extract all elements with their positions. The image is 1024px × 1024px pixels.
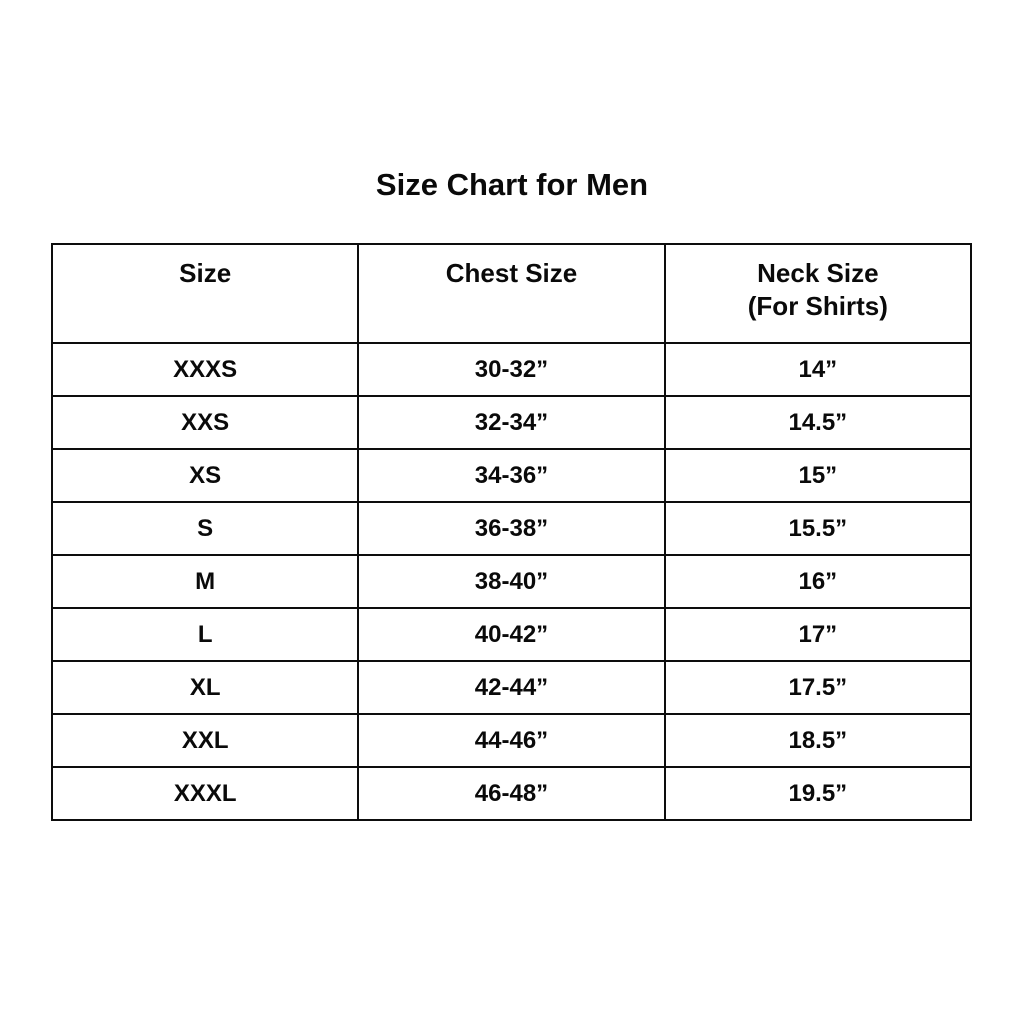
chest-size-cell: 34-36” — [357, 448, 666, 503]
column-header-neck-size-sublabel: (For Shirts) — [747, 291, 888, 321]
neck-size-cell: 14” — [663, 342, 973, 397]
table-row: XS 34-36” 15” — [50, 448, 973, 503]
chest-size-cell: 30-32” — [357, 342, 666, 397]
size-cell: S — [50, 501, 360, 556]
chest-size-cell: 42-44” — [357, 660, 666, 715]
chest-size-cell: 46-48” — [357, 766, 666, 821]
table-row: S 36-38” 15.5” — [50, 501, 973, 556]
neck-size-cell: 17” — [663, 607, 973, 662]
size-cell: XXS — [50, 395, 360, 450]
column-header-chest-size-label: Chest Size — [445, 258, 578, 288]
column-header-chest-size: Chest Size — [357, 243, 666, 344]
chest-size-cell: 32-34” — [357, 395, 666, 450]
neck-size-cell: 17.5” — [663, 660, 973, 715]
chest-size-cell: 38-40” — [357, 554, 666, 609]
size-cell: XXXS — [50, 342, 360, 397]
neck-size-cell: 15.5” — [663, 501, 973, 556]
neck-size-cell: 14.5” — [663, 395, 973, 450]
table-row: XXL 44-46” 18.5” — [50, 713, 973, 768]
column-header-size: Size — [50, 243, 360, 344]
header-row: Size Chest Size Neck Size (For Shirts) — [50, 243, 973, 344]
table-row: XXXL 46-48” 19.5” — [50, 766, 973, 821]
table-row: XXS 32-34” 14.5” — [50, 395, 973, 450]
column-header-neck-size: Neck Size (For Shirts) — [663, 243, 973, 344]
page-title: Size Chart for Men — [375, 167, 649, 202]
chest-size-cell: 36-38” — [357, 501, 666, 556]
size-cell: L — [50, 607, 360, 662]
size-cell: M — [50, 554, 360, 609]
table-row: XXXS 30-32” 14” — [50, 342, 973, 397]
size-chart-table: Size Chest Size Neck Size (For Shirts) X… — [50, 243, 973, 821]
table-row: XL 42-44” 17.5” — [50, 660, 973, 715]
neck-size-cell: 18.5” — [663, 713, 973, 768]
size-cell: XXL — [50, 713, 360, 768]
size-cell: XL — [50, 660, 360, 715]
neck-size-cell: 19.5” — [663, 766, 973, 821]
size-cell: XS — [50, 448, 360, 503]
chest-size-cell: 40-42” — [357, 607, 666, 662]
chest-size-cell: 44-46” — [357, 713, 666, 768]
column-header-size-label: Size — [179, 258, 232, 288]
size-cell: XXXL — [50, 766, 360, 821]
neck-size-cell: 16” — [663, 554, 973, 609]
table-row: M 38-40” 16” — [50, 554, 973, 609]
column-header-neck-size-label: Neck Size — [757, 258, 879, 288]
table-row: L 40-42” 17” — [50, 607, 973, 662]
neck-size-cell: 15” — [663, 448, 973, 503]
